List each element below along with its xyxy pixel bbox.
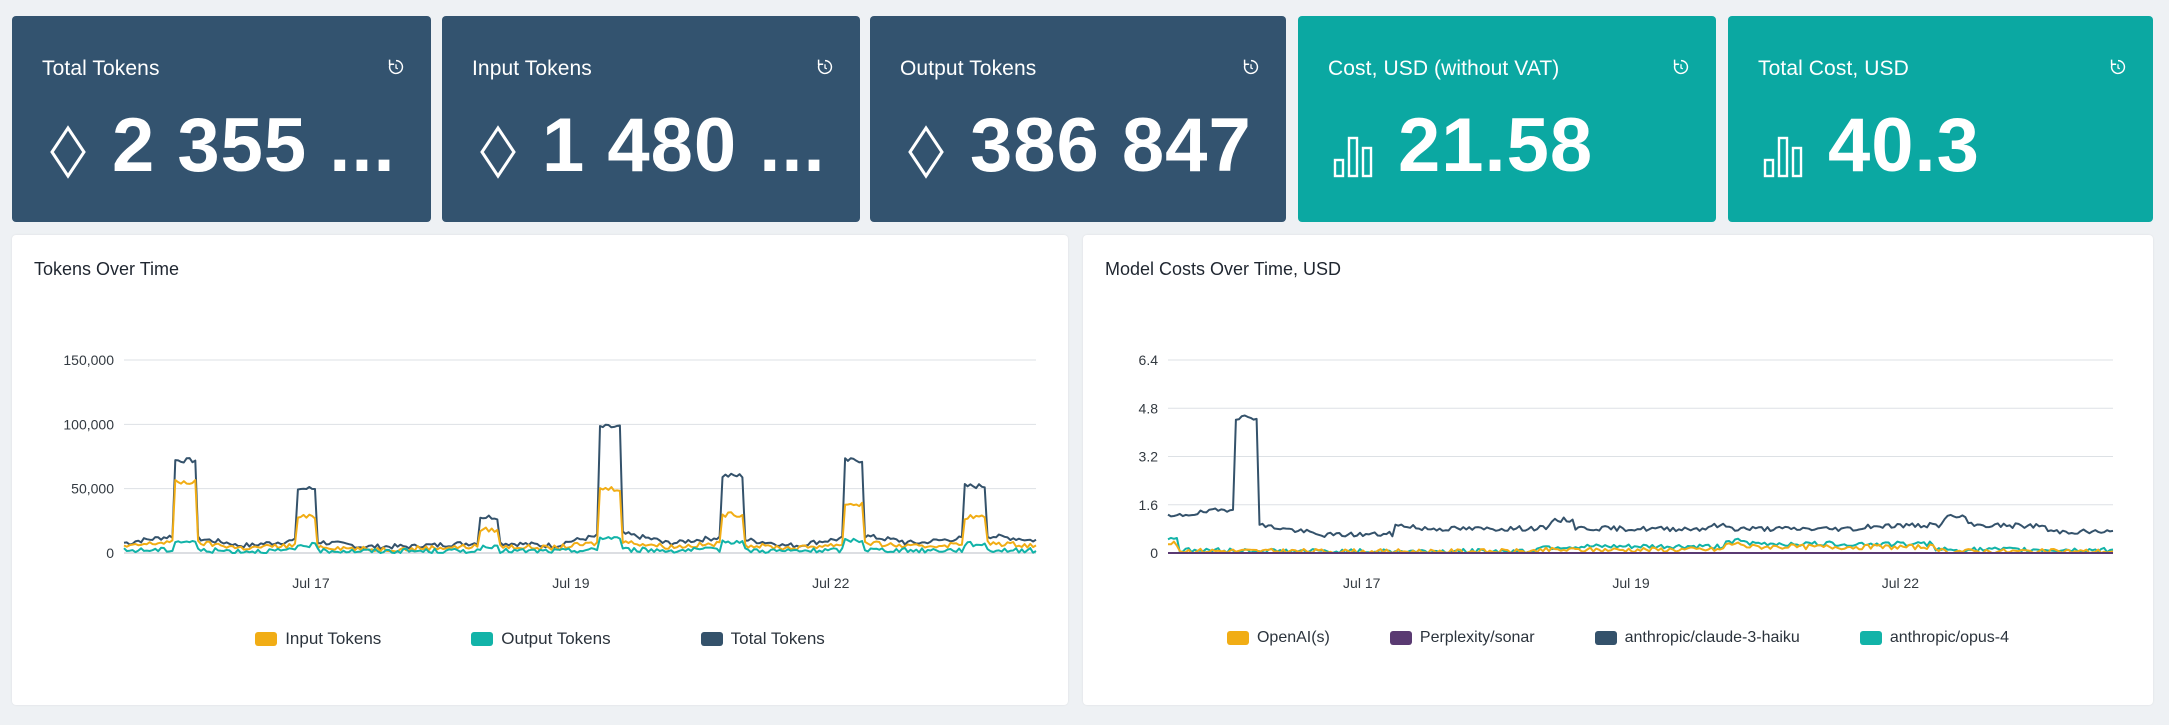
refresh-icon[interactable] xyxy=(385,56,407,78)
kpi-value: 21.58 xyxy=(1398,103,1594,188)
y-tick-label: 1.6 xyxy=(1139,497,1159,513)
legend-label: anthropic/opus-4 xyxy=(1889,629,2010,646)
haiku-swatch xyxy=(1594,631,1617,645)
x-tick-label: Jul 17 xyxy=(1343,575,1381,591)
refresh-icon[interactable] xyxy=(1670,56,1692,78)
output-swatch xyxy=(471,632,494,646)
series-line-total-tokens xyxy=(123,423,1037,550)
legend-item-claude-haiku[interactable]: anthropic/claude-3-haiku xyxy=(1594,629,1800,647)
tokens-chart: 0 50,000 100,000 150,000 Jul 17 Jul 19 Jul 22 xyxy=(63,352,1037,591)
y-tick-label: 4.8 xyxy=(1139,400,1159,416)
diamond-icon xyxy=(50,125,86,179)
diamond-icon xyxy=(908,125,944,179)
costs-legend: OpenAI(s) Perplexity/sonar anthropic/cla… xyxy=(1083,629,2153,647)
legend-label: Total Tokens xyxy=(730,629,825,648)
perplexity-swatch xyxy=(1389,631,1412,645)
kpi-total-cost: Total Cost, USD 40.3 xyxy=(1728,16,2153,222)
bar-chart-icon xyxy=(1333,136,1373,178)
input-swatch xyxy=(255,632,278,646)
kpi-output-tokens: Output Tokens 386 847 xyxy=(870,16,1286,222)
kpi-total-tokens: Total Tokens 2 355 ... xyxy=(12,16,431,222)
total-swatch xyxy=(700,632,723,646)
y-tick-label: 6.4 xyxy=(1139,352,1159,368)
bar-chart-icon xyxy=(1763,136,1803,178)
diamond-icon xyxy=(480,125,516,179)
y-tick-label: 0 xyxy=(106,545,114,561)
legend-item-openai[interactable]: OpenAI(s) xyxy=(1226,629,1330,647)
tokens-legend: Input Tokens Output Tokens Total Tokens xyxy=(12,629,1068,649)
kpi-title: Total Cost, USD xyxy=(1758,57,1909,80)
kpi-input-tokens: Input Tokens 1 480 ... xyxy=(442,16,860,222)
legend-item-total-tokens[interactable]: Total Tokens xyxy=(700,629,825,649)
x-tick-label: Jul 19 xyxy=(1612,575,1650,591)
series-line-input-tokens xyxy=(123,479,1037,553)
x-tick-label: Jul 22 xyxy=(1882,575,1920,591)
series-line-anthropic-opus-4 xyxy=(1167,536,2114,554)
kpi-value: 386 847 xyxy=(970,103,1252,188)
refresh-icon[interactable] xyxy=(814,56,836,78)
kpi-title: Output Tokens xyxy=(900,57,1037,80)
opus-swatch xyxy=(1859,631,1882,645)
kpi-title: Total Tokens xyxy=(42,57,160,80)
kpi-title: Input Tokens xyxy=(472,57,592,80)
legend-label: OpenAI(s) xyxy=(1256,629,1330,646)
kpi-value: 40.3 xyxy=(1828,103,1980,188)
tokens-over-time-card: Tokens Over Time 0 50,000 100,000 150,000 Ju… xyxy=(12,235,1068,705)
legend-item-output-tokens[interactable]: Output Tokens xyxy=(471,629,611,649)
kpi-value: 1 480 ... xyxy=(542,103,826,188)
y-tick-label: 3.2 xyxy=(1139,449,1159,465)
series-line-anthropic-claude-3-haiku xyxy=(1167,414,2114,538)
legend-label: Perplexity/sonar xyxy=(1419,629,1535,646)
x-tick-label: Jul 22 xyxy=(812,575,850,591)
legend-label: Input Tokens xyxy=(285,629,382,648)
legend-item-perplexity[interactable]: Perplexity/sonar xyxy=(1389,629,1535,647)
costs-chart: 0 1.6 3.2 4.8 6.4 Jul 17 Jul 19 Jul 22 xyxy=(1139,352,2114,591)
x-tick-label: Jul 19 xyxy=(552,575,590,591)
legend-label: Output Tokens xyxy=(501,629,611,648)
kpi-value: 2 355 ... xyxy=(112,103,396,188)
y-tick-label: 150,000 xyxy=(63,352,114,368)
chart-title: Model Costs Over Time, USD xyxy=(1105,259,1342,279)
openai-swatch xyxy=(1226,631,1249,645)
y-tick-label: 0 xyxy=(1150,545,1158,561)
legend-item-opus-4[interactable]: anthropic/opus-4 xyxy=(1859,629,2010,647)
y-tick-label: 50,000 xyxy=(71,481,114,497)
refresh-icon[interactable] xyxy=(2107,56,2129,78)
legend-item-input-tokens[interactable]: Input Tokens xyxy=(255,629,381,649)
x-tick-label: Jul 17 xyxy=(292,575,330,591)
chart-title: Tokens Over Time xyxy=(34,259,180,279)
kpi-cost-without-vat: Cost, USD (without VAT) 21.58 xyxy=(1298,16,1716,222)
y-tick-label: 100,000 xyxy=(63,416,114,432)
model-costs-card: Model Costs Over Time, USD 0 1.6 3.2 4.8 6.4… xyxy=(1083,235,2153,705)
kpi-title: Cost, USD (without VAT) xyxy=(1328,57,1560,80)
refresh-icon[interactable] xyxy=(1240,56,1262,78)
legend-label: anthropic/claude-3-haiku xyxy=(1624,629,1800,646)
series-line-output-tokens xyxy=(123,536,1037,554)
